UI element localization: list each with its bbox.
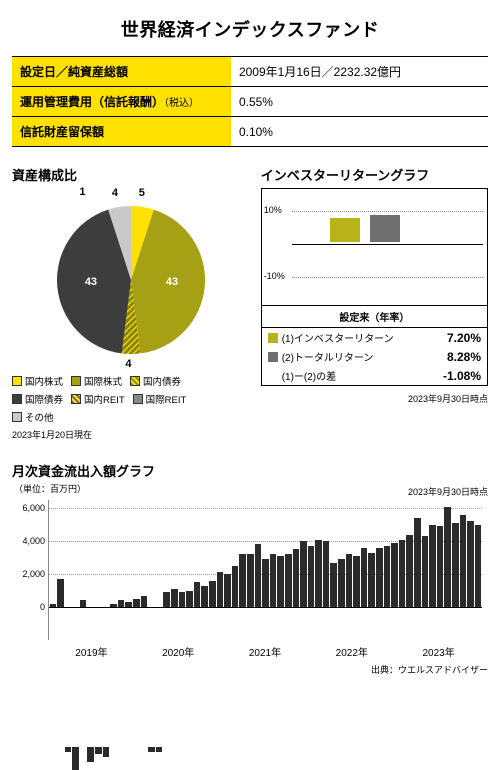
info-value: 0.10% [231,117,488,147]
flow-year-label: 2020年 [162,644,194,659]
legend-item: 国際株式 [71,374,122,388]
pie-asof: 2023年1月20日現在 [12,428,251,441]
pie-slice-label: 5 [139,187,145,199]
returns-ytick: -10% [264,271,285,281]
flow-year-label: 2023年 [422,644,454,659]
pie-slice-label: 4 [112,187,118,199]
pie-title: 資産構成比 [12,165,251,184]
pie-legend: 国内株式国際株式国内債券国際債券国内REIT 国際REIT その他 [12,374,232,424]
info-label: 信託財産留保額 [12,117,231,147]
pie-slice-label: 4 [125,358,131,370]
returns-table-header: 設定来（年率） [262,306,487,328]
legend-item: 国際REIT [133,392,187,406]
flow-year-label: 2022年 [336,644,368,659]
flow-chart: 02,0004,0006,000 [48,500,482,640]
flow-ytick: 6,000 [22,503,49,513]
page-title: 世界経済インデックスファンド [12,16,488,42]
legend-item: 国内REIT [71,392,125,406]
returns-table: 設定来（年率） (1)インベスターリターン7.20%(2)トータルリターン8.2… [261,306,488,386]
returns-title: インベスターリターングラフ [261,165,488,184]
flow-year-label: 2021年 [249,644,281,659]
returns-chart: -10% 10% [261,188,488,306]
flow-title: 月次資金流出入額グラフ [12,461,488,480]
flow-source: 出典：ウエルスアドバイザー [12,663,488,676]
pie-outer-label: 1 [79,186,85,198]
returns-diff-row: (1)ー(2)の差-1.08% [262,366,487,385]
legend-item: 国際債券 [12,392,63,406]
legend-item: 国内債券 [130,374,181,388]
info-value: 2009年1月16日／2232.32億円 [231,57,488,87]
returns-row: (2)トータルリターン8.28% [262,347,487,366]
returns-bar [370,215,400,242]
flow-xaxis: 2019年 2020年 2021年 2022年 2023年 [48,644,482,659]
asset-pie-chart: 4 5 43 4 43 1 [41,188,221,368]
legend-item: その他 [12,410,54,424]
returns-row: (1)インベスターリターン7.20% [262,328,487,347]
returns-ytick: 10% [264,205,282,215]
returns-bar [330,218,360,242]
pie-slice-label: 43 [166,276,178,288]
info-label: 設定日／純資産総額 [12,57,231,87]
info-value: 0.55% [231,87,488,117]
flow-ytick: 4,000 [22,536,49,546]
legend-item: 国内株式 [12,374,63,388]
pie-slice-label: 43 [85,276,97,288]
returns-asof: 2023年9月30日時点 [261,392,488,405]
flow-year-label: 2019年 [75,644,107,659]
flow-ytick: 0 [40,602,49,612]
flow-ytick: 2,000 [22,569,49,579]
fund-info-table: 設定日／純資産総額 2009年1月16日／2232.32億円運用管理費用（信託報… [12,56,488,147]
info-label: 運用管理費用（信託報酬）（税込） [12,87,231,117]
